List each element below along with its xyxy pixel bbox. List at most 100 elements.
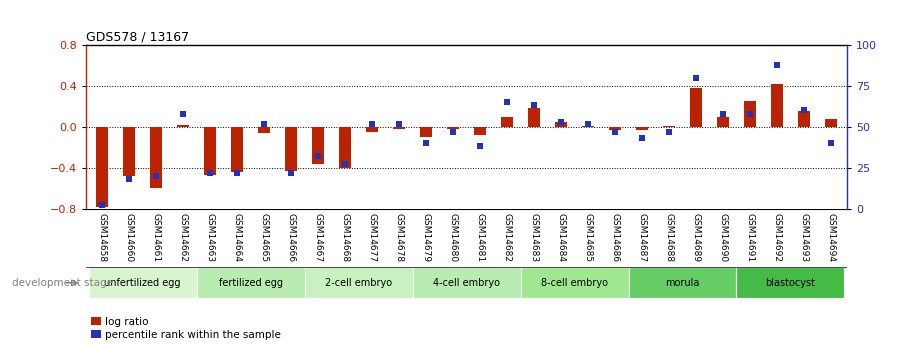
Text: GSM14664: GSM14664 xyxy=(233,213,242,262)
Text: GSM14682: GSM14682 xyxy=(503,213,512,262)
Bar xyxy=(737,267,844,298)
Bar xyxy=(204,127,217,175)
Bar xyxy=(339,127,352,168)
Bar xyxy=(798,111,810,127)
Text: GSM14689: GSM14689 xyxy=(691,213,700,263)
Bar xyxy=(285,127,297,171)
Text: GSM14679: GSM14679 xyxy=(421,213,430,263)
Point xyxy=(770,62,785,67)
Point xyxy=(796,108,811,113)
Bar xyxy=(312,127,324,164)
Text: GSM14687: GSM14687 xyxy=(638,213,647,263)
Text: GSM14680: GSM14680 xyxy=(448,213,458,263)
Point xyxy=(392,121,407,126)
Bar xyxy=(609,127,622,130)
Point xyxy=(824,140,838,146)
Text: 2-cell embryo: 2-cell embryo xyxy=(325,278,392,288)
Point xyxy=(635,136,650,141)
Text: GSM14684: GSM14684 xyxy=(556,213,565,262)
Bar xyxy=(824,119,837,127)
Bar xyxy=(717,117,729,127)
Bar xyxy=(150,127,162,188)
Bar xyxy=(420,127,432,137)
Text: GSM14667: GSM14667 xyxy=(313,213,323,263)
Text: GSM14677: GSM14677 xyxy=(368,213,377,263)
Text: development stage: development stage xyxy=(12,278,112,288)
Bar xyxy=(744,101,756,127)
Point xyxy=(176,111,190,117)
Bar xyxy=(447,127,459,129)
Text: GSM14658: GSM14658 xyxy=(98,213,107,263)
Bar xyxy=(474,127,487,135)
Point xyxy=(743,111,757,117)
Text: GSM14660: GSM14660 xyxy=(125,213,134,263)
Bar xyxy=(528,108,540,127)
Point xyxy=(661,129,676,135)
Bar xyxy=(178,125,189,127)
Point xyxy=(203,170,217,176)
Text: GDS578 / 13167: GDS578 / 13167 xyxy=(86,31,189,44)
Bar xyxy=(96,127,109,207)
Text: GSM14688: GSM14688 xyxy=(664,213,673,263)
Bar xyxy=(123,127,135,176)
Point xyxy=(365,121,380,126)
Text: 8-cell embryo: 8-cell embryo xyxy=(541,278,608,288)
Text: GSM14690: GSM14690 xyxy=(718,213,728,263)
Bar xyxy=(555,122,567,127)
Text: GSM14693: GSM14693 xyxy=(799,213,808,263)
Bar xyxy=(663,126,675,127)
Text: 4-cell embryo: 4-cell embryo xyxy=(433,278,500,288)
Point xyxy=(149,173,163,179)
Text: GSM14681: GSM14681 xyxy=(476,213,485,263)
Bar xyxy=(582,126,594,127)
Bar xyxy=(366,127,378,132)
Point xyxy=(554,119,568,125)
Point xyxy=(338,162,352,167)
Point xyxy=(716,111,730,117)
Bar xyxy=(304,267,412,298)
Bar xyxy=(636,127,648,130)
Point xyxy=(419,140,433,146)
Text: fertilized egg: fertilized egg xyxy=(218,278,283,288)
Bar xyxy=(197,267,304,298)
Point xyxy=(95,203,110,208)
Bar xyxy=(521,267,629,298)
Text: GSM14683: GSM14683 xyxy=(530,213,538,263)
Bar xyxy=(231,127,244,172)
Point xyxy=(284,170,298,176)
Bar xyxy=(258,127,270,133)
Bar xyxy=(393,127,405,129)
Text: GSM14692: GSM14692 xyxy=(773,213,782,262)
Text: GSM14665: GSM14665 xyxy=(260,213,269,263)
Text: GSM14685: GSM14685 xyxy=(583,213,593,263)
Bar xyxy=(629,267,737,298)
Text: GSM14666: GSM14666 xyxy=(286,213,295,263)
Point xyxy=(230,170,245,176)
Point xyxy=(446,129,460,135)
Point xyxy=(473,144,487,149)
Text: morula: morula xyxy=(665,278,699,288)
Point xyxy=(581,121,595,126)
Legend: log ratio, percentile rank within the sample: log ratio, percentile rank within the sa… xyxy=(92,317,281,340)
Point xyxy=(608,129,622,135)
Text: GSM14668: GSM14668 xyxy=(341,213,350,263)
Point xyxy=(500,99,515,105)
Text: GSM14662: GSM14662 xyxy=(178,213,188,262)
Point xyxy=(122,177,137,182)
Bar xyxy=(689,88,702,127)
Bar xyxy=(412,267,521,298)
Text: GSM14678: GSM14678 xyxy=(395,213,403,263)
Bar xyxy=(771,84,783,127)
Text: GSM14694: GSM14694 xyxy=(826,213,835,262)
Text: unfertilized egg: unfertilized egg xyxy=(104,278,181,288)
Bar xyxy=(501,117,513,127)
Point xyxy=(526,103,541,108)
Text: GSM14686: GSM14686 xyxy=(611,213,620,263)
Point xyxy=(689,75,703,80)
Point xyxy=(257,121,272,126)
Text: blastocyst: blastocyst xyxy=(766,278,815,288)
Bar xyxy=(89,267,197,298)
Text: GSM14691: GSM14691 xyxy=(746,213,755,263)
Text: GSM14661: GSM14661 xyxy=(151,213,160,263)
Point xyxy=(311,154,325,159)
